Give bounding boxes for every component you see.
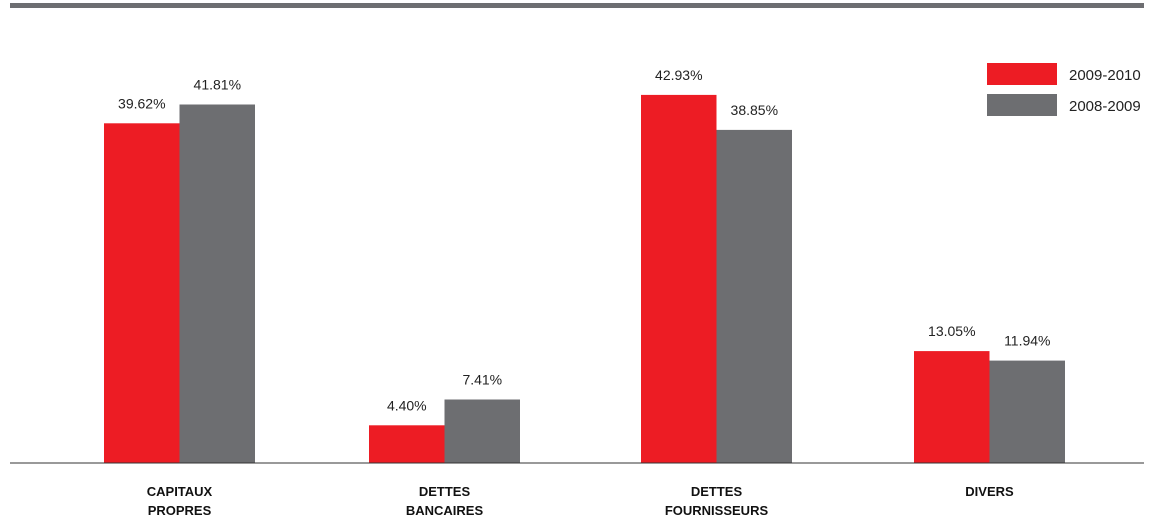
top-rule bbox=[10, 3, 1144, 8]
bars-group bbox=[104, 94, 1065, 464]
legend-label-2009-2010: 2009-2010 bbox=[1069, 67, 1141, 84]
category-label-3-line-0: DIVERS bbox=[965, 484, 1014, 499]
bar-2009-2010-3 bbox=[914, 351, 990, 463]
value-label-2009-2010-0: 39.62% bbox=[118, 95, 165, 111]
legend-swatch-2008-2009 bbox=[987, 94, 1057, 116]
bar-2008-2009-1 bbox=[444, 399, 520, 463]
value-label-2008-2009-2: 38.85% bbox=[731, 102, 778, 118]
value-label-2008-2009-1: 7.41% bbox=[462, 372, 502, 388]
bar-2008-2009-2 bbox=[716, 129, 792, 463]
bar-2009-2010-0 bbox=[104, 123, 180, 464]
legend: 2009-2010 2008-2009 bbox=[987, 63, 1141, 116]
category-labels-group: CAPITAUX PROPRES DETTES BANCAIRES DETTES FOUR… bbox=[147, 484, 1014, 518]
bar-2009-2010-2 bbox=[641, 94, 717, 464]
category-label-1-line-0: DETTES bbox=[419, 484, 471, 499]
value-label-2008-2009-0: 41.81% bbox=[194, 77, 241, 93]
category-label-1-line-1: BANCAIRES bbox=[406, 503, 484, 518]
category-label-2-line-0: DETTES bbox=[691, 484, 743, 499]
value-labels-group: 39.62% 41.81% 4.40% 7.41% 42.93% 38.85% 13.05%… bbox=[118, 67, 1050, 413]
category-label-2-line-1: FOURNISSEURS bbox=[665, 503, 769, 518]
value-label-2009-2010-1: 4.40% bbox=[387, 397, 427, 413]
value-label-2009-2010-2: 42.93% bbox=[655, 67, 702, 83]
bar-2008-2009-0 bbox=[179, 104, 255, 463]
value-label-2009-2010-3: 13.05% bbox=[928, 323, 975, 339]
value-label-2008-2009-3: 11.94% bbox=[1004, 333, 1050, 349]
legend-swatch-2009-2010 bbox=[987, 63, 1057, 85]
category-label-0-line-1: PROPRES bbox=[148, 503, 212, 518]
legend-label-2008-2009: 2008-2009 bbox=[1069, 98, 1141, 115]
category-label-0-line-0: CAPITAUX bbox=[147, 484, 213, 499]
bar-2008-2009-3 bbox=[989, 360, 1065, 463]
bar-2009-2010-1 bbox=[369, 425, 445, 463]
